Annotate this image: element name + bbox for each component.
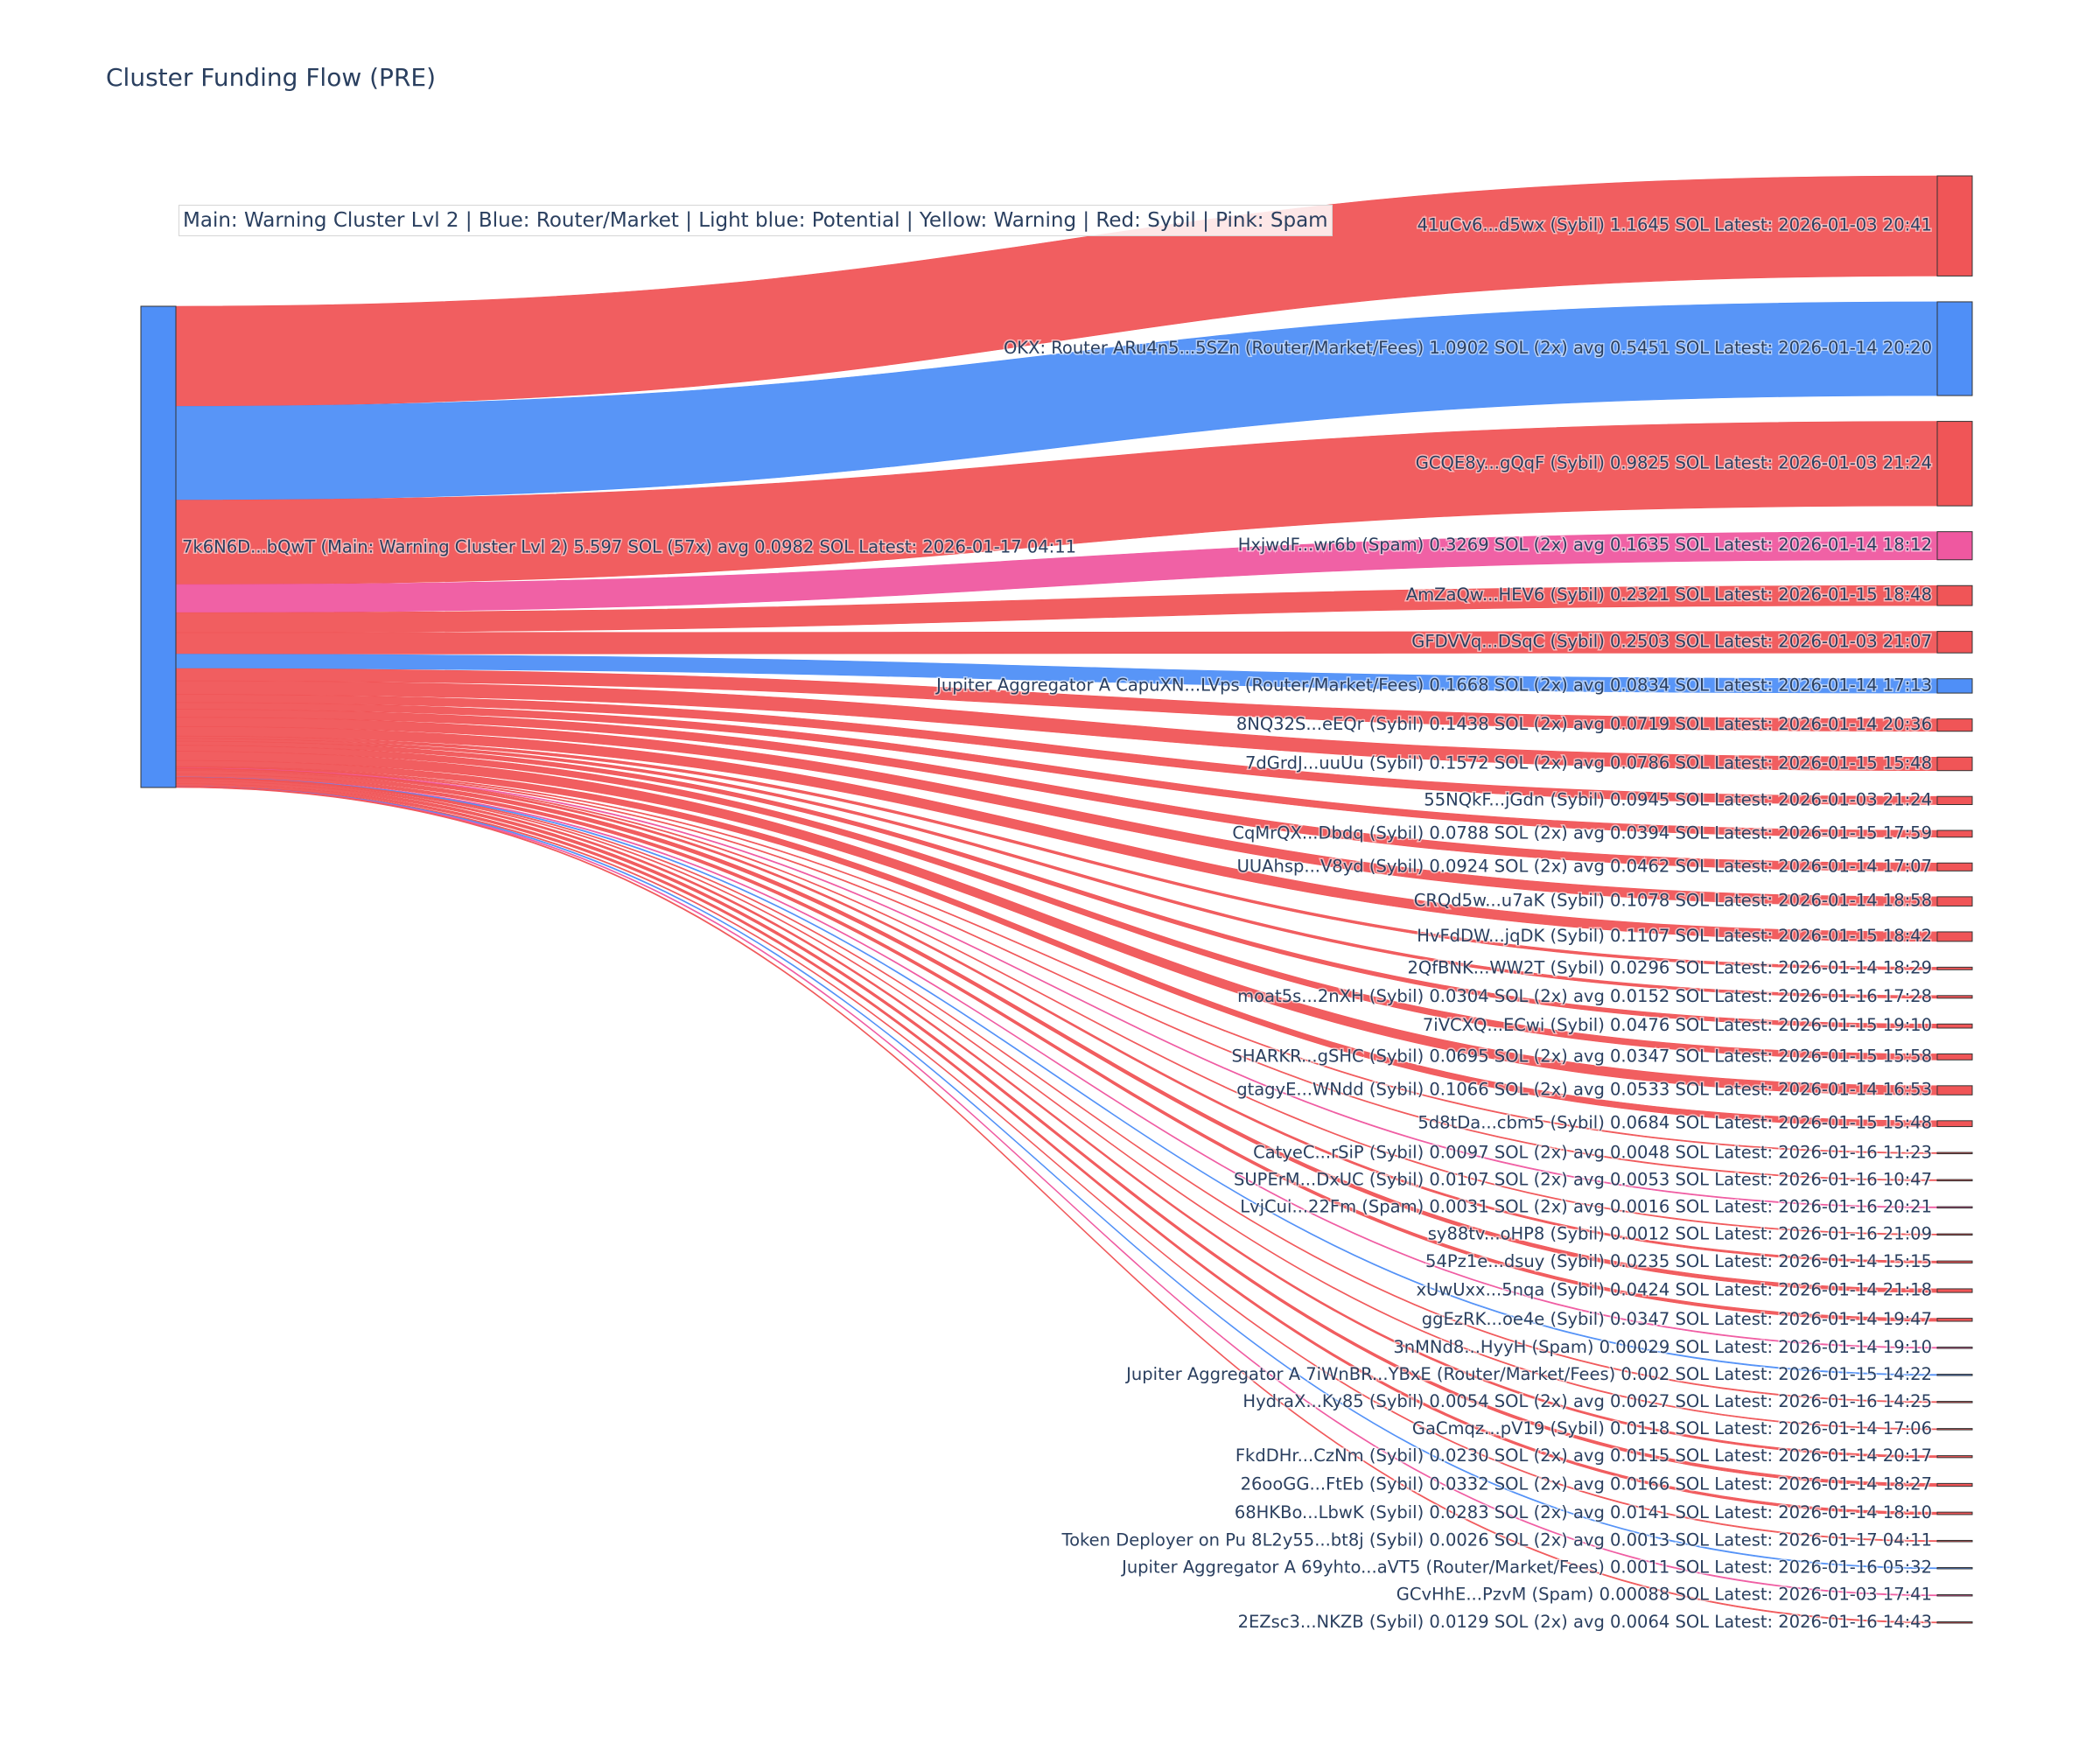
target-label: FkdDHr...CzNm (Sybil) 0.0230 SOL (2x) av… (1236, 1446, 1932, 1466)
target-node (1936, 1023, 1973, 1029)
target-label: HxjwdF...wr6b (Spam) 0.3269 SOL (2x) avg… (1238, 535, 1932, 555)
chart-title: Cluster Funding Flow (PRE) (106, 63, 437, 92)
target-label: ggEzRK...oe4e (Sybil) 0.0347 SOL Latest:… (1422, 1309, 1932, 1329)
target-node (1936, 1206, 1973, 1209)
target-label: 3nMNd8...HyyH (Spam) 0.00029 SOL Latest:… (1393, 1337, 1932, 1357)
target-label: 5d8tDa...cbm5 (Sybil) 0.0684 SOL Latest:… (1418, 1113, 1932, 1133)
target-label: CatyeC...rSiP (Sybil) 0.0097 SOL (2x) av… (1253, 1142, 1932, 1162)
target-node (1936, 718, 1973, 732)
target-node (1936, 1428, 1973, 1431)
target-node (1936, 1511, 1973, 1516)
sankey-links (175, 175, 1938, 1624)
target-node (1936, 1539, 1973, 1543)
target-node (1936, 1085, 1973, 1096)
target-node (1936, 1260, 1973, 1264)
target-label: SUPErM...DxUC (Sybil) 0.0107 SOL (2x) av… (1234, 1169, 1932, 1189)
target-label: GCQE8y...gQqF (Sybil) 0.9825 SOL Latest:… (1416, 452, 1932, 472)
target-node (1936, 1374, 1973, 1376)
target-node (1936, 631, 1973, 654)
target-label: 55NQkF...jGdn (Sybil) 0.0945 SOL Latest:… (1424, 789, 1932, 809)
target-label: 7dGrdJ...uuUu (Sybil) 0.1572 SOL (2x) av… (1245, 752, 1932, 773)
legend: Main: Warning Cluster Lvl 2 | Blue: Rout… (178, 205, 1333, 236)
target-node (1936, 1053, 1973, 1060)
target-node (1936, 896, 1973, 906)
target-label: SHARKR...gSHC (Sybil) 0.0695 SOL (2x) av… (1231, 1046, 1932, 1066)
target-node (1936, 1482, 1973, 1488)
target-label: 26ooGG...FtEb (Sybil) 0.0332 SOL (2x) av… (1241, 1474, 1932, 1494)
target-node (1936, 1593, 1973, 1597)
target-node (1936, 862, 1973, 872)
target-node (1936, 1401, 1973, 1404)
target-node (1936, 1621, 1973, 1624)
target-node (1936, 756, 1973, 772)
target-node (1936, 301, 1973, 396)
sankey-nodes (140, 175, 1973, 1624)
target-label: 2QfBNK...WW2T (Sybil) 0.0296 SOL Latest:… (1407, 957, 1932, 977)
target-label: UUAhsp...V8yd (Sybil) 0.0924 SOL (2x) av… (1237, 856, 1932, 876)
target-node (1936, 1152, 1973, 1155)
target-node (1936, 1455, 1973, 1459)
target-node (1936, 931, 1973, 942)
target-node (1936, 175, 1973, 276)
target-label: sy88tv...oHP8 (Sybil) 0.0012 SOL Latest:… (1428, 1223, 1932, 1243)
target-label: GFDVVq...DSqC (Sybil) 0.2503 SOL Latest:… (1411, 631, 1932, 651)
target-node (1936, 678, 1973, 694)
target-label: moat5s...2nXH (Sybil) 0.0304 SOL (2x) av… (1237, 986, 1932, 1006)
target-node (1936, 995, 1973, 999)
target-node (1936, 1179, 1973, 1182)
target-node (1936, 830, 1973, 838)
target-label: 7iVCXQ...ECwi (Sybil) 0.0476 SOL Latest:… (1423, 1015, 1932, 1035)
target-label: 54Pz1e...dsuy (Sybil) 0.0235 SOL Latest:… (1425, 1251, 1932, 1271)
target-node (1936, 966, 1973, 970)
target-label: 8NQ32S...eEQr (Sybil) 0.1438 SOL (2x) av… (1236, 714, 1932, 734)
target-label: 68HKBo...LbwK (Sybil) 0.0283 SOL (2x) av… (1235, 1502, 1932, 1522)
target-label: 41uCv6...d5wx (Sybil) 1.1645 SOL Latest:… (1418, 215, 1932, 235)
target-label: HydraX...Ky85 (Sybil) 0.0054 SOL (2x) av… (1242, 1391, 1932, 1411)
target-node (1936, 421, 1973, 507)
target-label: CqMrQX...Dbdq (Sybil) 0.0788 SOL (2x) av… (1232, 822, 1932, 843)
source-label: 7k6N6D...bQwT (Main: Warning Cluster Lvl… (182, 537, 1076, 557)
target-label: Jupiter Aggregator A 69yhto...aVT5 (Rout… (1120, 1558, 1932, 1578)
target-label: xUwUxx...5nqa (Sybil) 0.0424 SOL Latest:… (1416, 1280, 1932, 1300)
target-label: Token Deployer on Pu 8L2y55...bt8j (Sybi… (1061, 1530, 1932, 1550)
target-label: GCvHhE...PzvM (Spam) 0.00088 SOL Latest:… (1396, 1585, 1932, 1605)
target-label: HvFdDW...jqDK (Sybil) 0.1107 SOL Latest:… (1417, 926, 1932, 946)
target-label: gtagyE...WNdd (Sybil) 0.1066 SOL (2x) av… (1236, 1080, 1932, 1100)
target-label: LvjCui...22Fm (Spam) 0.0031 SOL (2x) avg… (1240, 1196, 1932, 1216)
target-node (1936, 531, 1973, 561)
target-node (1936, 1566, 1973, 1570)
target-label: Jupiter Aggregator A 7iWnBR...YBxE (Rout… (1124, 1364, 1932, 1384)
target-label: CRQd5w...u7aK (Sybil) 0.1078 SOL Latest:… (1414, 891, 1932, 911)
target-label: Jupiter Aggregator A CapuXN...LVps (Rout… (934, 675, 1932, 695)
target-label: 2EZsc3...NKZB (Sybil) 0.0129 SOL (2x) av… (1238, 1612, 1932, 1632)
source-node (140, 305, 177, 788)
target-node (1936, 584, 1973, 606)
target-label: AmZaQw...HEV6 (Sybil) 0.2321 SOL Latest:… (1406, 584, 1932, 605)
target-node (1936, 1288, 1973, 1293)
target-node (1936, 795, 1973, 805)
target-node (1936, 1347, 1973, 1349)
target-label: OKX: Router ARu4n5...5SZn (Router/Market… (1004, 338, 1932, 358)
target-node (1936, 1233, 1973, 1236)
sankey-labels: 41uCv6...d5wx (Sybil) 1.1645 SOL Latest:… (181, 214, 1934, 1633)
target-node (1936, 1120, 1973, 1128)
target-label: GaCmqz...pV19 (Sybil) 0.0118 SOL Latest:… (1412, 1418, 1932, 1438)
target-node (1936, 1318, 1973, 1322)
